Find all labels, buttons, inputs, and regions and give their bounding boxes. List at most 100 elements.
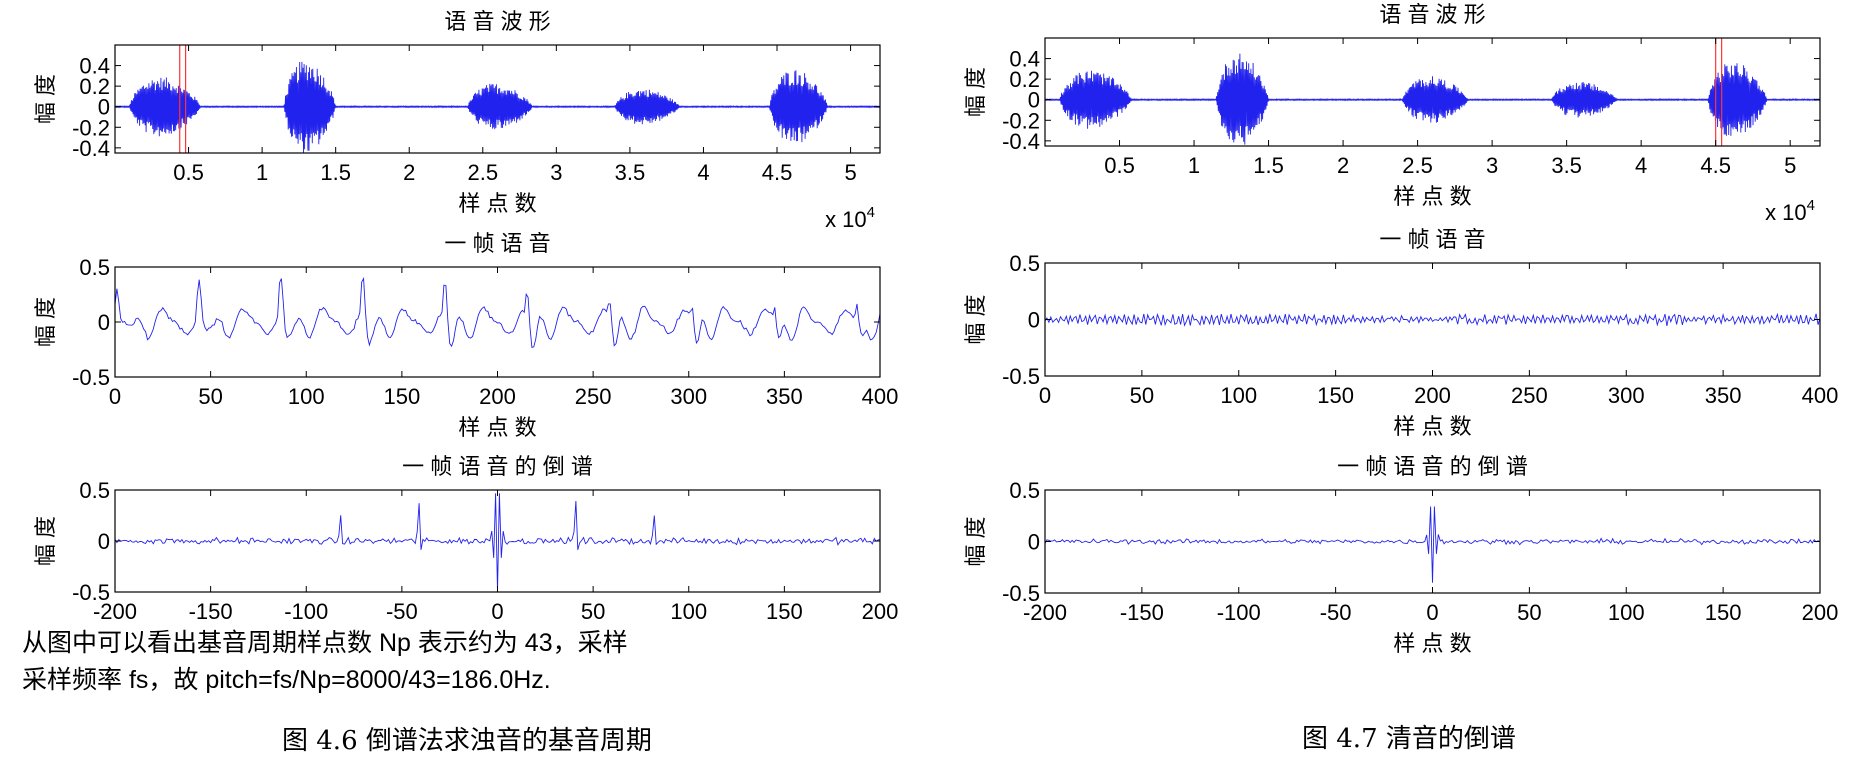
- y-axis-label: 幅 度: [963, 294, 988, 344]
- x-tick-label: 1.5: [320, 160, 351, 185]
- x-tick-label: 5: [844, 160, 856, 185]
- x-tick-label: 400: [1802, 383, 1839, 408]
- subplot-l1: 0.5 1 1.5 2 2.5 3 3.5 4 4.5 5 -0.4-0.200.20.4 语 音 波…: [33, 9, 881, 232]
- y-axis-label: 幅 度: [33, 74, 58, 124]
- chart-title: 一 帧 语 音: [444, 231, 550, 256]
- x-tick-label: 4.5: [1700, 153, 1731, 178]
- x-tick-label: 3.5: [1551, 153, 1582, 178]
- x-tick-label: -50: [386, 599, 418, 624]
- x-tick-label: -150: [1120, 600, 1164, 625]
- x-tick-label: -200: [93, 599, 137, 624]
- axes-box: [1044, 262, 1821, 377]
- x-tick-label: 100: [670, 599, 707, 624]
- y-tick-label: 0.5: [79, 478, 110, 503]
- y-tick-label: -0.4: [1002, 129, 1040, 154]
- x-tick-label: 4: [697, 160, 709, 185]
- y-tick-label: 0.5: [79, 255, 110, 280]
- axes-box: [114, 266, 881, 378]
- y-tick-label: -0.5: [72, 580, 110, 605]
- x-tick-label: 1: [1188, 153, 1200, 178]
- x-tick-label: 150: [384, 384, 421, 409]
- signal-trace: [1045, 506, 1820, 583]
- x-axis-label: 样 点 数: [1393, 184, 1471, 209]
- x-tick-label: 0: [491, 599, 503, 624]
- x-tick-label: 2: [403, 160, 415, 185]
- chart-title: 语 音 波 形: [1379, 2, 1485, 27]
- x-tick-label: 4: [1635, 153, 1647, 178]
- signal-trace: [115, 61, 880, 153]
- x-tick-label: -100: [284, 599, 328, 624]
- y-tick-label: 0.4: [79, 54, 110, 79]
- chart-title: 一 帧 语 音 的 倒 谱: [1337, 454, 1528, 479]
- x-tick-label: 50: [198, 384, 222, 409]
- x-tick-label: 200: [1414, 383, 1451, 408]
- y-axis-label: 幅 度: [963, 516, 988, 566]
- x-tick-label: 2.5: [1402, 153, 1433, 178]
- x-tick-label: 250: [1511, 383, 1548, 408]
- x-tick-label: 250: [575, 384, 612, 409]
- x-tick-label: 50: [1517, 600, 1541, 625]
- x-tick-label: -200: [1023, 600, 1067, 625]
- x-tick-label: 1: [256, 160, 268, 185]
- subplot-l2: 0 50 100 150 200 250 300 350 400-0.500.5一 帧 语 音样…: [33, 231, 898, 440]
- x-tick-label: 200: [862, 599, 899, 624]
- x-tick-label: 300: [1608, 383, 1645, 408]
- axes-box: [1044, 37, 1821, 147]
- x-tick-label: 4.5: [762, 160, 793, 185]
- y-tick-label: 0: [1028, 88, 1040, 113]
- x-tick-label: 150: [766, 599, 803, 624]
- x-tick-label: 350: [766, 384, 803, 409]
- y-tick-label: 0.2: [79, 74, 110, 99]
- y-tick-label: 0: [1028, 530, 1040, 555]
- chart-title: 语 音 波 形: [444, 9, 550, 34]
- y-tick-label: 0: [1028, 308, 1040, 333]
- y-tick-label: -0.5: [1002, 364, 1040, 389]
- axes-box: [114, 44, 881, 154]
- x-tick-label: 150: [1317, 383, 1354, 408]
- x-axis-label: 样 点 数: [1393, 414, 1471, 439]
- x-tick-label: 1.5: [1253, 153, 1284, 178]
- x-tick-label: 0.5: [173, 160, 204, 185]
- y-axis-label: 幅 度: [963, 67, 988, 117]
- x-axis-label: 样 点 数: [1393, 631, 1471, 656]
- caption-right: 图 4.7 清音的倒谱: [1302, 724, 1516, 754]
- x-tick-label: 2.5: [467, 160, 498, 185]
- x-tick-label: 100: [1608, 600, 1645, 625]
- x-tick-label: 3.5: [615, 160, 646, 185]
- x-tick-label: 0: [1426, 600, 1438, 625]
- x-multiplier: x 104: [1765, 197, 1815, 225]
- x-tick-label: 3: [550, 160, 562, 185]
- x-tick-label: -50: [1320, 600, 1352, 625]
- subplot-r3: -200 -150 -100 -50 0 50 100 150 200 -0.5 0 0.5 一 帧 语…: [963, 454, 1838, 656]
- signal-trace: [115, 277, 880, 348]
- y-tick-label: 0.4: [1009, 47, 1040, 72]
- analysis-text-line-1: 从图中可以看出基音周期样点数 Np 表示约为 43，采样: [22, 629, 628, 657]
- y-tick-label: 0: [98, 95, 110, 120]
- y-tick-label: -0.2: [72, 115, 110, 140]
- y-tick-label: 0: [98, 529, 110, 554]
- x-tick-label: 0: [1039, 383, 1051, 408]
- x-axis-label: 样 点 数: [458, 415, 536, 440]
- y-tick-label: 0.5: [1009, 251, 1040, 276]
- x-tick-label: 150: [1705, 600, 1742, 625]
- x-tick-label: 350: [1705, 383, 1742, 408]
- caption-left: 图 4.6 倒谱法求浊音的基音周期: [282, 726, 652, 756]
- x-tick-label: 300: [670, 384, 707, 409]
- y-tick-label: -0.4: [72, 136, 110, 161]
- x-tick-label: 400: [862, 384, 899, 409]
- analysis-text-line-2: 采样频率 fs，故 pitch=fs/Np=8000/43=186.0Hz.: [22, 666, 551, 694]
- chart-title: 一 帧 语 音 的 倒 谱: [402, 454, 593, 479]
- x-tick-label: 200: [479, 384, 516, 409]
- y-axis-label: 幅 度: [33, 297, 58, 347]
- x-tick-label: -100: [1217, 600, 1261, 625]
- x-tick-label: 50: [581, 599, 605, 624]
- y-tick-label: 0.2: [1009, 67, 1040, 92]
- x-tick-label: 200: [1802, 600, 1839, 625]
- x-tick-label: 0.5: [1104, 153, 1135, 178]
- x-tick-label: 2: [1337, 153, 1349, 178]
- x-tick-label: -150: [189, 599, 233, 624]
- subplot-r2: 0 50 100 150 200 250 300 350 400-0.500.5一 帧 语 音样…: [963, 227, 1838, 439]
- subplot-r1: 0.5 1 1.5 2 2.5 3 3.5 4 4.5 5 -0.4-0.200.20.4 语 音 波…: [963, 2, 1821, 225]
- y-tick-label: 0.5: [1009, 478, 1040, 503]
